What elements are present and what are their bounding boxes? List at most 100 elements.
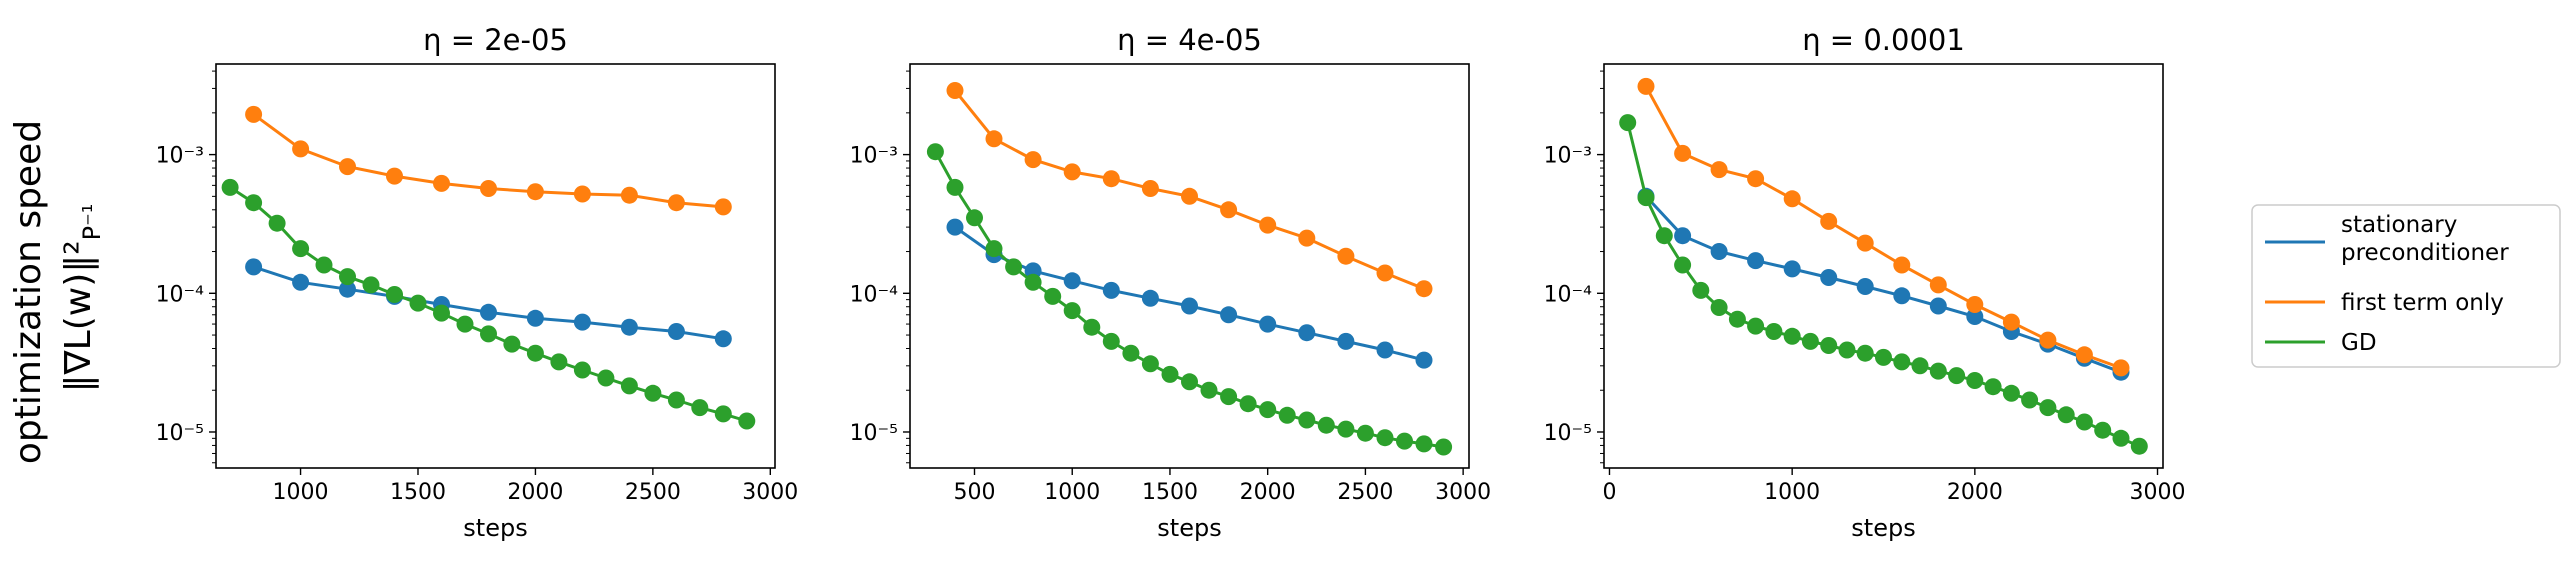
series-first-term <box>245 105 732 216</box>
ylabel-line-1: optimization speed <box>8 120 49 464</box>
data-point <box>1966 296 1984 313</box>
data-point <box>1435 438 1453 456</box>
series-line-first-term <box>1644 85 2122 370</box>
series-first-term <box>946 82 1433 298</box>
ylabel-line-2-sub: P⁻¹ <box>78 204 106 241</box>
data-point <box>1317 416 1335 434</box>
data-point <box>1278 406 1296 424</box>
data-point <box>1396 432 1413 450</box>
data-point <box>292 140 310 158</box>
data-point <box>1415 435 1433 453</box>
data-point <box>1966 372 1984 389</box>
series-stationary <box>946 218 1433 369</box>
data-point <box>1929 297 1947 315</box>
x-tick-label: 1500 <box>390 480 446 505</box>
data-point <box>456 315 474 333</box>
data-point <box>1239 395 1257 413</box>
series-stationary <box>245 258 732 348</box>
panel-1: η = 2e-05 1000 1500 2000 2500 3000 10⁻⁵ 10⁻⁴ 10⁻… <box>156 23 799 542</box>
x-tick-label: 1000 <box>1764 480 1820 505</box>
data-point <box>1200 381 1218 399</box>
data-point <box>691 399 709 417</box>
data-point <box>1376 341 1394 359</box>
data-point <box>1783 327 1801 345</box>
data-point <box>480 303 497 321</box>
data-point <box>339 268 356 286</box>
x-tick-label: 1000 <box>1044 480 1100 505</box>
data-point <box>1747 317 1765 335</box>
data-point <box>1005 258 1023 276</box>
panel-3: η = 0.0001 0 1000 2000 3000 10⁻⁵ 10⁻⁴ 10⁻³ steps <box>1544 23 2186 542</box>
legend-item-gd: GD <box>2265 330 2377 356</box>
data-point <box>315 256 333 274</box>
data-point <box>1122 344 1140 362</box>
data-point <box>1415 280 1433 298</box>
data-point <box>245 105 263 123</box>
data-point <box>1220 201 1238 219</box>
data-point <box>966 209 983 227</box>
x-tick-label: 1500 <box>1142 480 1198 505</box>
data-point <box>1619 114 1637 132</box>
data-point <box>1181 297 1198 315</box>
data-point <box>1415 351 1433 369</box>
data-point <box>714 330 732 348</box>
y-tick-label: 10⁻⁴ <box>156 282 205 307</box>
data-point <box>1838 341 1856 359</box>
legend-item-first-term: first term only <box>2265 290 2504 316</box>
data-point <box>2112 359 2130 377</box>
data-point <box>1161 365 1179 383</box>
data-point <box>1765 323 1783 340</box>
legend-item-stationary: stationary preconditioner <box>2265 212 2509 266</box>
y-tick-label: 10⁻⁴ <box>1544 282 1593 307</box>
data-point <box>1637 77 1655 95</box>
data-point <box>1929 276 1947 294</box>
ylabel-line-2: ‖∇L(w)‖²P⁻¹ <box>58 204 106 393</box>
data-point <box>1141 355 1159 373</box>
data-point <box>667 391 685 409</box>
data-point <box>573 361 591 379</box>
series-gd <box>926 143 1453 456</box>
data-point <box>1984 378 2002 396</box>
data-point <box>409 294 427 312</box>
data-point <box>1259 216 1277 234</box>
data-point <box>1801 332 1819 350</box>
x-tick-label: 500 <box>954 480 996 505</box>
data-point <box>1893 256 1911 274</box>
x-tick-label: 1000 <box>273 480 329 505</box>
data-point <box>1259 401 1277 419</box>
data-point <box>620 318 638 336</box>
legend-label-first-term: first term only <box>2341 290 2504 316</box>
axes-frame <box>215 63 776 469</box>
x-tick-label: 2000 <box>507 480 563 505</box>
y-tick-label: 10⁻⁵ <box>1544 421 1592 446</box>
legend: stationary preconditioner first term onl… <box>2251 204 2561 368</box>
data-point <box>1337 420 1355 438</box>
data-point <box>1024 151 1042 169</box>
data-point <box>1141 289 1159 307</box>
data-point <box>1747 252 1765 270</box>
data-point <box>2094 421 2112 439</box>
data-point <box>1655 227 1673 245</box>
data-point <box>2130 437 2148 455</box>
data-point <box>526 344 544 362</box>
data-point <box>386 286 403 303</box>
data-point <box>1820 212 1838 230</box>
data-point <box>985 240 1003 258</box>
series-first-term <box>1637 77 2130 377</box>
axes-frame <box>1603 63 2164 469</box>
legend-label-stationary-1: stationary <box>2341 212 2457 238</box>
data-point <box>2021 391 2039 409</box>
y-tick-label: 10⁻³ <box>1544 144 1592 169</box>
data-point <box>362 276 380 294</box>
data-point <box>667 194 685 212</box>
y-tick-label: 10⁻⁵ <box>156 421 204 446</box>
data-point <box>1024 273 1042 291</box>
data-point <box>1820 269 1838 286</box>
data-point <box>714 198 732 216</box>
data-point <box>526 309 544 327</box>
data-point <box>1376 429 1394 447</box>
data-point <box>1298 324 1316 342</box>
data-point <box>946 82 964 99</box>
data-point <box>480 180 497 197</box>
y-tick-label: 10⁻³ <box>850 144 898 169</box>
